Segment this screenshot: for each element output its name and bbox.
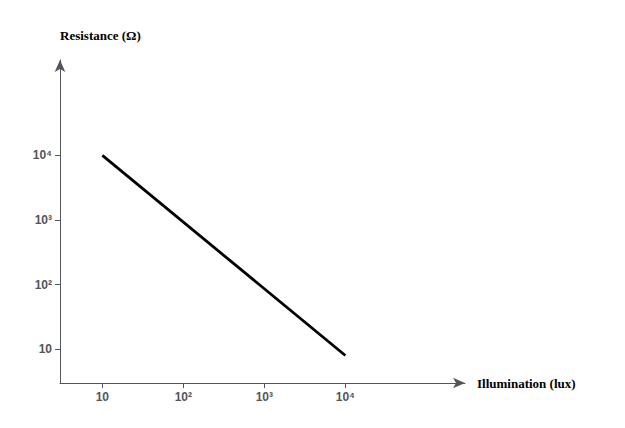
svg-text:10⁴: 10⁴ (336, 390, 355, 404)
svg-text:Resistance (Ω): Resistance (Ω) (60, 28, 141, 43)
svg-text:Illumination (lux): Illumination (lux) (477, 376, 576, 391)
svg-text:10³: 10³ (35, 213, 52, 227)
svg-text:10: 10 (39, 342, 53, 356)
svg-text:10³: 10³ (256, 390, 273, 404)
svg-text:10²: 10² (175, 390, 192, 404)
svg-text:10⁴: 10⁴ (33, 148, 52, 162)
svg-text:10²: 10² (35, 278, 52, 292)
svg-text:10: 10 (96, 390, 110, 404)
